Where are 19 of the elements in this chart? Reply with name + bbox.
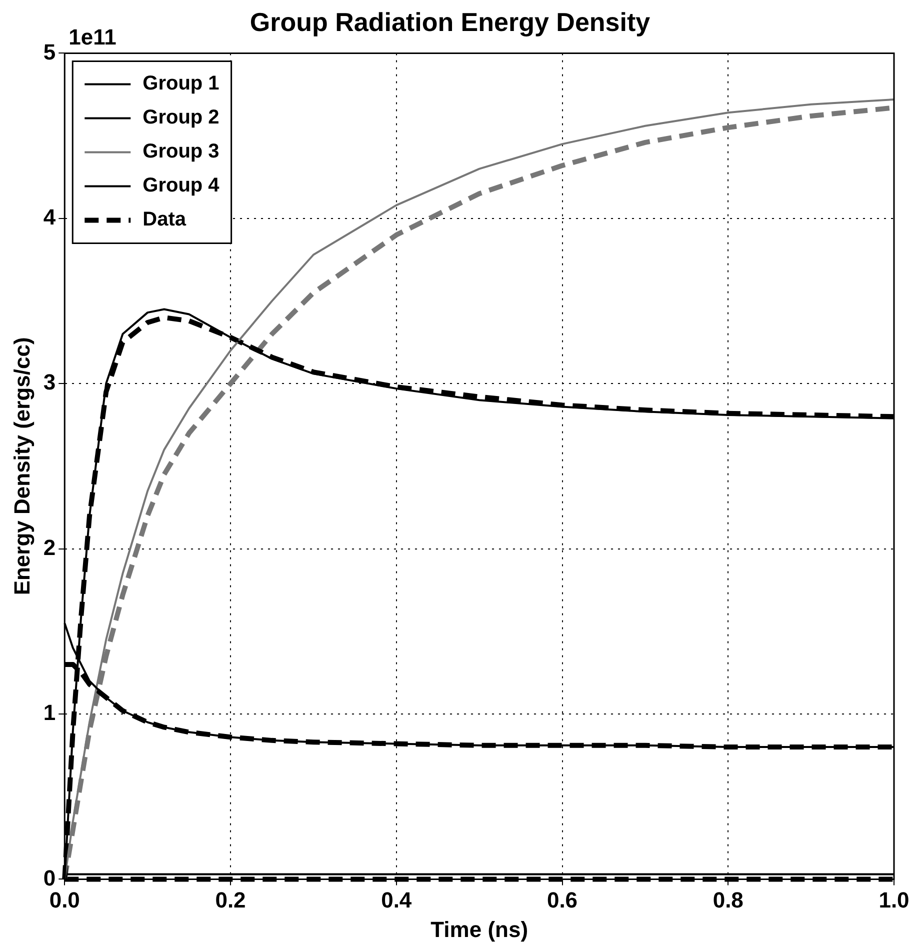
legend-label: Group 4 (142, 174, 220, 197)
x-tick-label: 0.6 (546, 887, 578, 912)
y-tick-label: 3 (43, 370, 56, 395)
legend-label: Group 1 (142, 72, 220, 95)
x-tick-label: 1.0 (878, 887, 910, 912)
legend-label: Group 3 (142, 140, 220, 163)
legend-label: Data (142, 208, 187, 231)
y-tick-label: 5 (43, 39, 56, 64)
x-axis-title: Time (ns) (430, 916, 528, 942)
chart-title: Group Radiation Energy Density (250, 6, 651, 37)
x-tick-label: 0.2 (215, 887, 246, 912)
y-tick-label: 1 (43, 700, 56, 726)
x-tick-label: 0.4 (381, 887, 412, 912)
y-tick-label: 4 (43, 204, 56, 230)
text: 1e11 (68, 24, 116, 50)
y-axis-title: Energy Density (ergs/cc) (9, 337, 34, 596)
y-tick-label: 2 (43, 534, 56, 560)
legend-label: Group 2 (142, 106, 220, 129)
x-tick-label: 0.8 (712, 887, 744, 912)
